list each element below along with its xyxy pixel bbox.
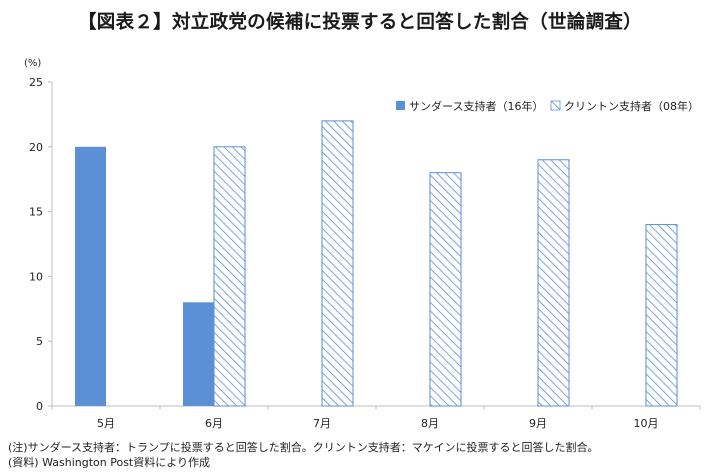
x-tick-label: 9月 xyxy=(529,417,547,430)
bar-clinton xyxy=(321,120,354,407)
y-tick-label: 20 xyxy=(29,141,43,154)
x-tick-label: 10月 xyxy=(634,417,659,430)
footnote-note: (注)サンダース支持者：トランプに投票すると回答した割合。クリントン支持者：マケ… xyxy=(8,441,599,454)
y-unit-label: (%) xyxy=(24,58,41,69)
bar-sanders xyxy=(75,146,106,407)
y-tick-label: 25 xyxy=(29,76,43,89)
x-tick-label: 5月 xyxy=(97,417,115,430)
bar-sanders xyxy=(183,302,214,406)
x-tick-label: 7月 xyxy=(313,417,331,430)
y-tick-label: 10 xyxy=(29,270,43,283)
legend-swatch-sanders xyxy=(396,101,405,110)
bar-chart: (%) 0 5 10 15 20 25 5月 6月 7月 8月 9月 10月 サンダース支持者（16年… xyxy=(24,58,701,430)
bar-clinton xyxy=(213,146,246,407)
y-tick-label: 5 xyxy=(36,335,43,348)
legend-label-sanders: サンダース支持者（16年） xyxy=(409,99,543,113)
x-tick-label: 6月 xyxy=(205,417,223,430)
chart-title: 【図表２】対立政党の候補に投票すると回答した割合（世論調査） xyxy=(77,12,642,33)
bar-clinton xyxy=(429,172,462,407)
x-tick-label: 8月 xyxy=(421,417,439,430)
bar-clinton xyxy=(645,224,678,407)
footnote-source: (資料) Washington Post資料により作成 xyxy=(8,456,211,469)
legend-label-clinton: クリントン支持者（08年） xyxy=(564,99,699,113)
y-tick-label: 0 xyxy=(36,400,43,413)
footnotes: (注)サンダース支持者：トランプに投票すると回答した割合。クリントン支持者：マケ… xyxy=(8,440,598,470)
y-tick-label: 15 xyxy=(29,206,43,219)
legend-swatch-clinton xyxy=(550,100,561,111)
bar-clinton xyxy=(537,159,570,407)
